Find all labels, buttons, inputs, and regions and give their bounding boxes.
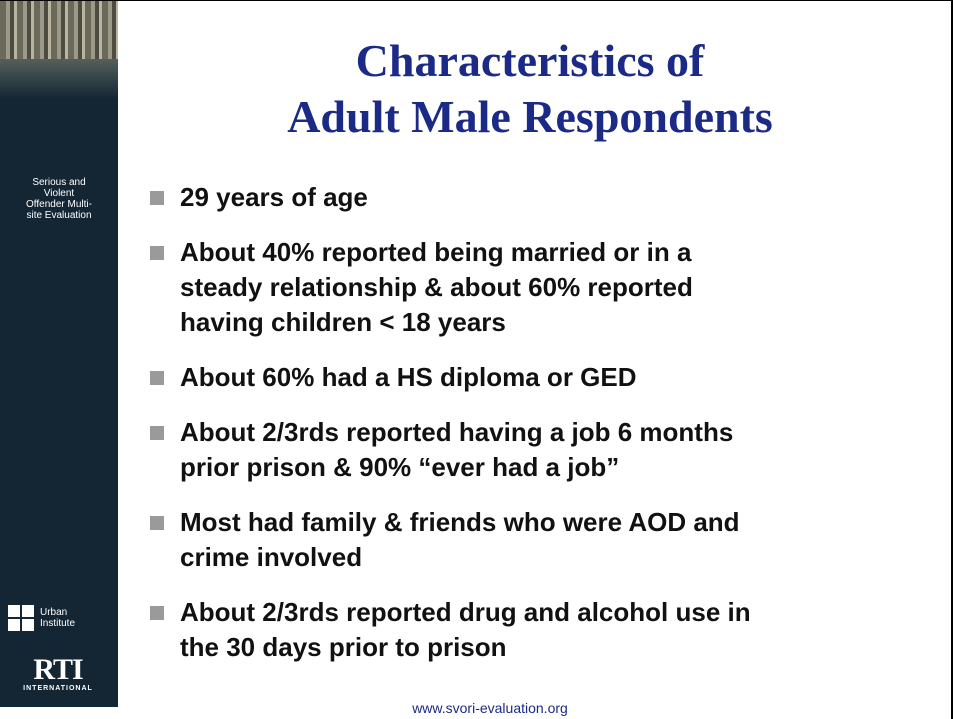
urban-text: Urban Institute bbox=[40, 607, 75, 629]
bullet-line: having children < 18 years bbox=[180, 307, 506, 337]
slide-title: Characteristics of Adult Male Respondents bbox=[150, 33, 910, 145]
bullet-marker bbox=[150, 516, 164, 530]
program-name: Serious and Violent Offender Multi-site Ev… bbox=[0, 177, 118, 221]
bullet-line: About 2/3rds reported having a job 6 mon… bbox=[180, 417, 734, 447]
sidebar: Serious and Violent Offender Multi-site Ev… bbox=[0, 1, 118, 707]
urban-mark bbox=[8, 605, 34, 631]
bullet: Most had family & friends who were AOD a… bbox=[150, 505, 910, 575]
bullet-line: About 60% had a HS diploma or GED bbox=[180, 362, 637, 392]
bullet: 29 years of age bbox=[150, 180, 910, 215]
urban-line: Urban bbox=[40, 607, 68, 618]
photo-fade bbox=[0, 59, 118, 99]
program-line: Serious and bbox=[32, 177, 86, 188]
title-line: Characteristics of bbox=[355, 35, 705, 86]
rti-subtitle: INTERNATIONAL bbox=[23, 685, 93, 692]
bullet-line: About 40% reported being married or in a bbox=[180, 237, 692, 267]
header-photo bbox=[0, 1, 118, 59]
bullet: About 60% had a HS diploma or GED bbox=[150, 360, 910, 395]
bullet-line: crime involved bbox=[180, 542, 363, 572]
urban-logo: Urban Institute bbox=[8, 605, 113, 637]
bullet: About 2/3rds reported drug and alcohol u… bbox=[150, 595, 910, 665]
bullet-marker bbox=[150, 426, 164, 440]
bullet: About 40% reported being married or in a… bbox=[150, 235, 910, 340]
bullet-marker bbox=[150, 371, 164, 385]
rti-name: RTI bbox=[33, 653, 83, 686]
program-line: Violent bbox=[43, 188, 75, 199]
program-line: Offender Multi- bbox=[26, 199, 92, 210]
bullet-line: the 30 days prior to prison bbox=[180, 632, 507, 662]
bullet: About 2/3rds reported having a job 6 mon… bbox=[150, 415, 910, 485]
rti-logo: RTI INTERNATIONAL bbox=[10, 653, 106, 693]
bullet-line: Most had family & friends who were AOD a… bbox=[180, 507, 740, 537]
bullet-line: prior prison & 90% “ever had a job” bbox=[180, 452, 620, 482]
program-line: site Evaluation bbox=[26, 210, 92, 221]
bullet-line: About 2/3rds reported drug and alcohol u… bbox=[180, 597, 751, 627]
title-line: Adult Male Respondents bbox=[287, 91, 773, 142]
bullet-line: 29 years of age bbox=[180, 182, 368, 212]
bullet-marker bbox=[150, 606, 164, 620]
bullet-marker bbox=[150, 191, 164, 205]
bullet-list: 29 years of age About 40% reported being … bbox=[150, 180, 910, 685]
footer-url: www.svori-evaluation.org bbox=[412, 700, 568, 716]
urban-line: Institute bbox=[40, 618, 76, 629]
bullet-marker bbox=[150, 246, 164, 260]
bullet-line: steady relationship & about 60% reported bbox=[180, 272, 693, 302]
